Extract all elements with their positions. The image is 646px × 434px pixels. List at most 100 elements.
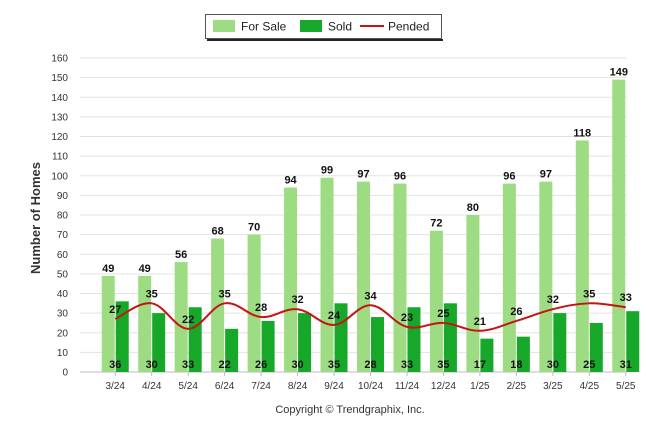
- label-sold: 36: [109, 359, 121, 371]
- bar-for-sale: [612, 79, 626, 373]
- x-tick-label: 2/25: [507, 381, 527, 392]
- label-for-sale: 70: [248, 222, 260, 234]
- label-for-sale: 96: [503, 171, 515, 183]
- bar-sold: [152, 313, 166, 372]
- x-axis: 3/24 4/24 5/24 6/24 7/24 8/24 9/24 10/24 11/24 12…: [105, 372, 636, 392]
- label-sold: 22: [219, 359, 231, 371]
- legend-box: [205, 14, 442, 39]
- label-pended: 34: [364, 290, 377, 302]
- pended-line: [114, 302, 626, 332]
- y-tick-label: 30: [57, 309, 69, 320]
- bar-for-sale: [174, 262, 188, 372]
- label-for-sale: 49: [139, 263, 151, 275]
- label-sold: 33: [182, 359, 194, 371]
- label-pended: 24: [328, 310, 341, 322]
- label-sold: 18: [510, 359, 522, 371]
- label-for-sale: 56: [175, 249, 187, 261]
- bar-for-sale: [429, 230, 443, 372]
- x-tick-label: 4/24: [142, 381, 162, 392]
- label-pended: 23: [401, 312, 413, 324]
- legend-swatch: [300, 20, 322, 32]
- label-pended: 32: [547, 294, 559, 306]
- label-pended: 26: [510, 306, 522, 318]
- y-tick-label: 90: [57, 191, 69, 202]
- x-tick-label: 5/25: [616, 381, 636, 392]
- label-pended: 25: [437, 308, 449, 320]
- y-tick-label: 20: [57, 328, 69, 339]
- x-tick-label: 5/24: [178, 381, 198, 392]
- label-sold: 30: [291, 359, 303, 371]
- y-tick-label: 160: [51, 54, 68, 65]
- y-tick-label: 70: [57, 230, 69, 241]
- label-sold: 30: [146, 359, 158, 371]
- label-pended: 28: [255, 302, 267, 314]
- bar-for-sale: [466, 215, 480, 372]
- x-tick-label: 1/25: [470, 381, 490, 392]
- bar-for-sale: [320, 177, 334, 372]
- x-tick-label: 9/24: [324, 381, 344, 392]
- label-pended: 21: [474, 316, 486, 328]
- y-tick-label: 10: [57, 348, 69, 359]
- y-tick-label: 100: [51, 171, 68, 182]
- data-labels: 49 36 49 30 56 33 68 22 70 26 94 30 99 35 97 28 96 33 72 35…: [102, 67, 632, 371]
- bar-for-sale: [575, 140, 589, 372]
- x-tick-label: 7/24: [251, 381, 271, 392]
- label-pended: 35: [219, 288, 231, 300]
- label-for-sale: 118: [573, 127, 591, 139]
- label-for-sale: 94: [284, 175, 297, 187]
- label-for-sale: 49: [102, 263, 114, 275]
- label-pended: 27: [109, 304, 121, 316]
- label-pended: 35: [146, 288, 158, 300]
- label-pended: 22: [182, 314, 194, 326]
- bar-sold: [480, 338, 494, 372]
- y-tick-label: 40: [57, 289, 69, 300]
- gridlines: [80, 57, 627, 373]
- y-tick-label: 150: [51, 73, 68, 84]
- label-sold: 35: [437, 359, 449, 371]
- label-sold: 28: [364, 359, 376, 371]
- bar-sold: [589, 322, 603, 372]
- y-tick-label: 120: [51, 132, 68, 143]
- bar-for-sale: [138, 275, 152, 372]
- label-for-sale: 96: [394, 171, 406, 183]
- bar-sold: [261, 320, 275, 372]
- x-tick-label: 10/24: [358, 381, 383, 392]
- legend-swatch: [213, 20, 235, 32]
- bar-sold: [516, 336, 530, 372]
- bar-for-sale: [502, 183, 516, 372]
- label-for-sale: 72: [430, 218, 442, 230]
- bar-for-sale: [247, 234, 261, 372]
- bar-sold: [407, 307, 421, 372]
- label-pended: 32: [291, 294, 303, 306]
- bar-sold: [115, 301, 129, 372]
- legend-label: Pended: [388, 20, 429, 34]
- label-for-sale: 68: [212, 226, 224, 238]
- bar-sold: [443, 303, 457, 372]
- bar-for-sale: [539, 181, 553, 372]
- x-tick-label: 12/24: [431, 381, 456, 392]
- bar-sold: [553, 313, 567, 372]
- bar-for-sale: [393, 183, 407, 372]
- y-tick-label: 80: [57, 211, 69, 222]
- x-tick-label: 11/24: [395, 381, 420, 392]
- y-axis-title: Number of Homes: [28, 162, 43, 274]
- label-pended: 35: [583, 288, 595, 300]
- x-tick-label: 4/25: [580, 381, 600, 392]
- label-sold: 35: [328, 359, 340, 371]
- x-tick-label: 3/25: [543, 381, 563, 392]
- bar-sold: [298, 313, 312, 372]
- x-tick-label: 6/24: [215, 381, 235, 392]
- label-pended: 33: [620, 292, 632, 304]
- copyright-text: Copyright © Trendgraphix, Inc.: [275, 404, 424, 416]
- pended-line-series: [114, 302, 626, 332]
- label-sold: 26: [255, 359, 267, 371]
- bar-for-sale: [357, 181, 370, 372]
- label-sold: 31: [620, 359, 632, 371]
- y-axis: 0 10 20 30 40 50 60 70 80 90 100 110 120 130 140 150 160: [51, 54, 68, 379]
- bar-sold: [225, 328, 239, 372]
- bar-for-sale: [284, 187, 298, 372]
- label-for-sale: 97: [540, 169, 552, 181]
- bar-sold: [626, 311, 640, 372]
- x-tick-label: 8/24: [288, 381, 308, 392]
